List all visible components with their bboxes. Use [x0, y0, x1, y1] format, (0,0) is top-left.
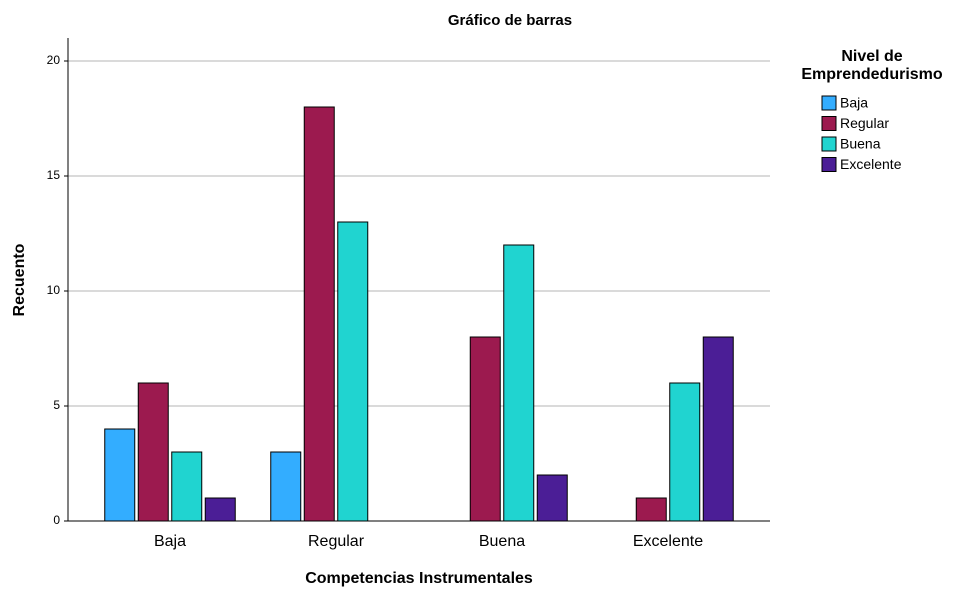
y-tick-label: 10 — [47, 283, 61, 297]
bar — [635, 497, 667, 522]
bar — [137, 382, 169, 522]
x-tick-label: Regular — [308, 533, 365, 550]
chart-title: Gráfico de barras — [448, 12, 572, 29]
y-axis-label: Recuento — [11, 243, 28, 316]
bar — [702, 336, 734, 522]
legend-title: Emprendedurismo — [801, 66, 943, 83]
bar — [270, 451, 302, 522]
bar — [337, 221, 369, 522]
y-tick-label: 0 — [53, 513, 60, 527]
legend-swatch — [821, 116, 837, 131]
bar — [536, 474, 568, 522]
x-tick-label: Excelente — [633, 533, 703, 550]
x-axis-label: Competencias Instrumentales — [305, 570, 533, 587]
bar — [171, 451, 203, 522]
bar — [503, 244, 535, 522]
legend-label: Excelente — [840, 156, 902, 172]
legend-label: Buena — [840, 136, 881, 152]
bar — [104, 428, 136, 522]
bar — [469, 336, 501, 522]
y-tick-label: 20 — [47, 53, 61, 67]
bar — [303, 106, 335, 522]
y-tick-label: 5 — [53, 398, 60, 412]
legend-title: Nivel de — [841, 48, 902, 65]
legend-swatch — [821, 157, 837, 172]
x-tick-label: Buena — [479, 533, 525, 550]
x-tick-label: Baja — [154, 533, 186, 550]
bar — [669, 382, 701, 522]
legend-label: Regular — [840, 115, 889, 131]
bar — [204, 497, 236, 522]
legend-swatch — [821, 136, 837, 152]
legend-label: Baja — [840, 95, 868, 111]
legend-swatch — [821, 95, 837, 111]
y-tick-label: 15 — [47, 168, 61, 182]
